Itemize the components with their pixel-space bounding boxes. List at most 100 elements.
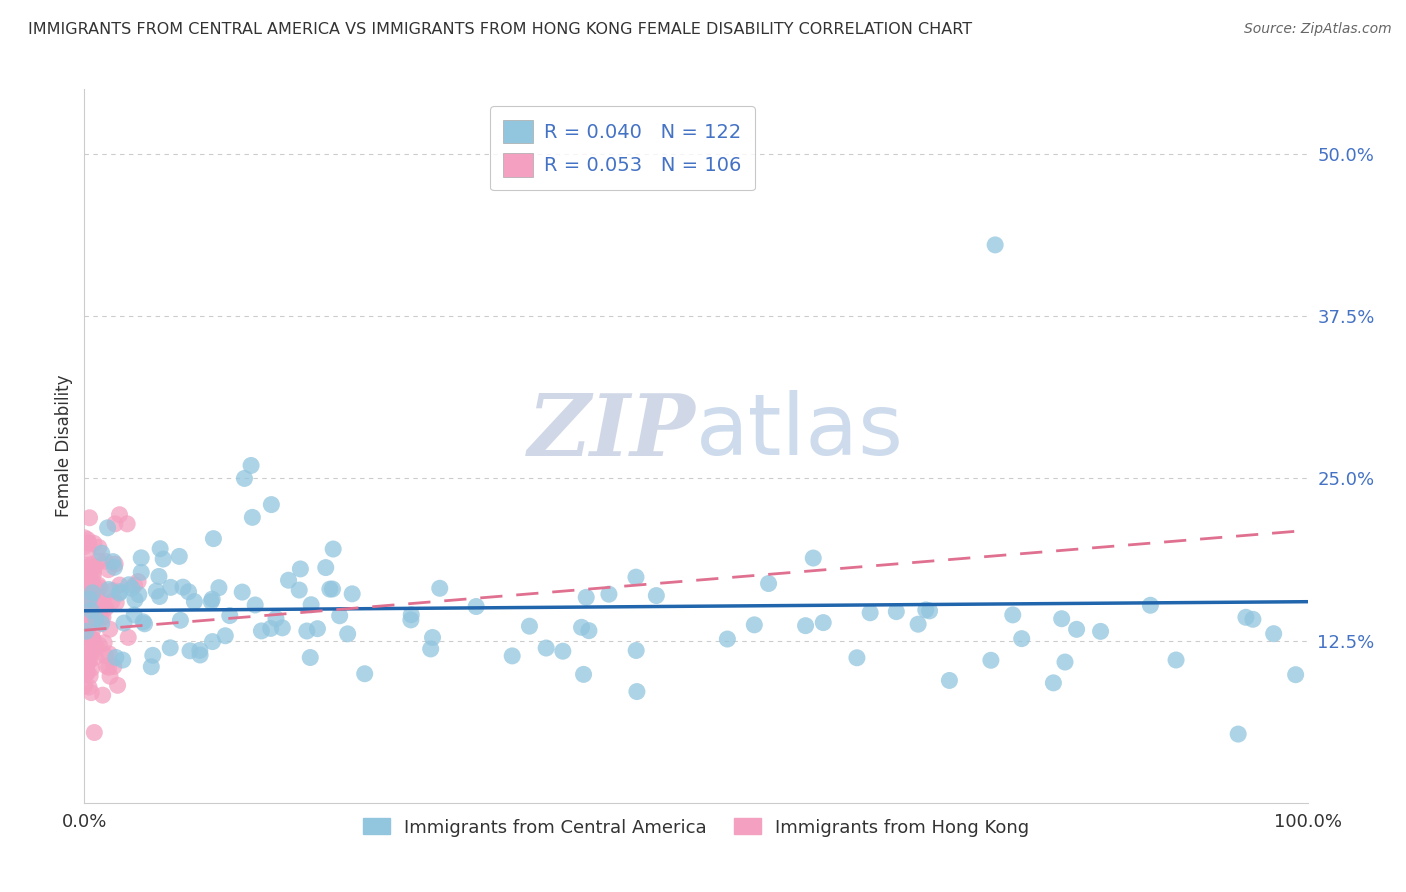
Point bbox=[169, 613, 191, 627]
Point bbox=[340, 587, 363, 601]
Point bbox=[1042, 676, 1064, 690]
Point bbox=[101, 555, 124, 569]
Y-axis label: Female Disability: Female Disability bbox=[55, 375, 73, 517]
Point bbox=[918, 604, 941, 618]
Point bbox=[77, 631, 100, 645]
Point bbox=[353, 666, 375, 681]
Point bbox=[96, 659, 118, 673]
Point bbox=[315, 560, 337, 574]
Point bbox=[76, 648, 98, 663]
Point bbox=[97, 660, 120, 674]
Point bbox=[86, 588, 108, 602]
Point bbox=[79, 571, 101, 585]
Point bbox=[94, 601, 117, 615]
Point bbox=[794, 618, 817, 632]
Point bbox=[76, 533, 98, 547]
Point bbox=[86, 582, 108, 597]
Point bbox=[551, 644, 574, 658]
Point bbox=[98, 647, 121, 661]
Point bbox=[884, 605, 907, 619]
Point bbox=[73, 591, 96, 606]
Point bbox=[97, 582, 120, 597]
Point bbox=[1234, 610, 1257, 624]
Point bbox=[1011, 632, 1033, 646]
Point bbox=[201, 634, 224, 648]
Point bbox=[321, 582, 343, 596]
Point bbox=[82, 622, 104, 636]
Point bbox=[89, 638, 111, 652]
Point bbox=[76, 666, 98, 681]
Point bbox=[118, 578, 141, 592]
Point bbox=[859, 606, 882, 620]
Point bbox=[105, 596, 128, 610]
Point bbox=[422, 631, 444, 645]
Point bbox=[299, 650, 322, 665]
Point bbox=[90, 616, 112, 631]
Point bbox=[75, 613, 97, 627]
Point bbox=[624, 570, 647, 584]
Point bbox=[77, 621, 100, 635]
Point bbox=[77, 580, 100, 594]
Point bbox=[1001, 607, 1024, 622]
Point bbox=[104, 650, 127, 665]
Point bbox=[290, 562, 312, 576]
Point bbox=[399, 613, 422, 627]
Point bbox=[73, 540, 96, 554]
Point bbox=[73, 581, 96, 595]
Point bbox=[626, 684, 648, 698]
Point bbox=[200, 594, 222, 608]
Point bbox=[112, 615, 135, 630]
Point bbox=[82, 590, 104, 604]
Point bbox=[429, 582, 451, 596]
Point bbox=[76, 659, 98, 673]
Point bbox=[82, 568, 104, 582]
Point bbox=[80, 647, 103, 661]
Point bbox=[277, 573, 299, 587]
Point bbox=[124, 592, 146, 607]
Point bbox=[87, 541, 110, 555]
Point bbox=[103, 560, 125, 574]
Point bbox=[129, 566, 152, 580]
Point bbox=[82, 632, 104, 647]
Point bbox=[73, 531, 96, 545]
Point bbox=[108, 586, 131, 600]
Point bbox=[75, 603, 97, 617]
Point bbox=[233, 471, 256, 485]
Point bbox=[938, 673, 960, 688]
Point bbox=[77, 614, 100, 628]
Point bbox=[183, 594, 205, 608]
Point bbox=[914, 603, 936, 617]
Point bbox=[980, 653, 1002, 667]
Point bbox=[240, 458, 263, 473]
Point bbox=[80, 662, 103, 676]
Point bbox=[104, 516, 127, 531]
Point bbox=[117, 631, 139, 645]
Point bbox=[141, 659, 163, 673]
Point bbox=[83, 725, 105, 739]
Point bbox=[84, 613, 107, 627]
Point bbox=[90, 611, 112, 625]
Point bbox=[243, 598, 266, 612]
Point bbox=[501, 648, 523, 663]
Point bbox=[419, 642, 441, 657]
Point bbox=[79, 592, 101, 607]
Point bbox=[519, 619, 541, 633]
Point bbox=[75, 607, 97, 622]
Point bbox=[77, 632, 100, 647]
Point bbox=[214, 629, 236, 643]
Point bbox=[152, 552, 174, 566]
Point bbox=[86, 589, 108, 603]
Point bbox=[75, 603, 97, 617]
Point bbox=[89, 596, 111, 610]
Point bbox=[75, 601, 97, 615]
Point bbox=[77, 543, 100, 558]
Point bbox=[91, 688, 114, 702]
Point bbox=[77, 650, 100, 665]
Point bbox=[84, 591, 107, 605]
Point bbox=[98, 622, 121, 636]
Point bbox=[75, 599, 97, 613]
Point bbox=[159, 640, 181, 655]
Point bbox=[86, 640, 108, 655]
Point bbox=[101, 583, 124, 598]
Point bbox=[159, 580, 181, 594]
